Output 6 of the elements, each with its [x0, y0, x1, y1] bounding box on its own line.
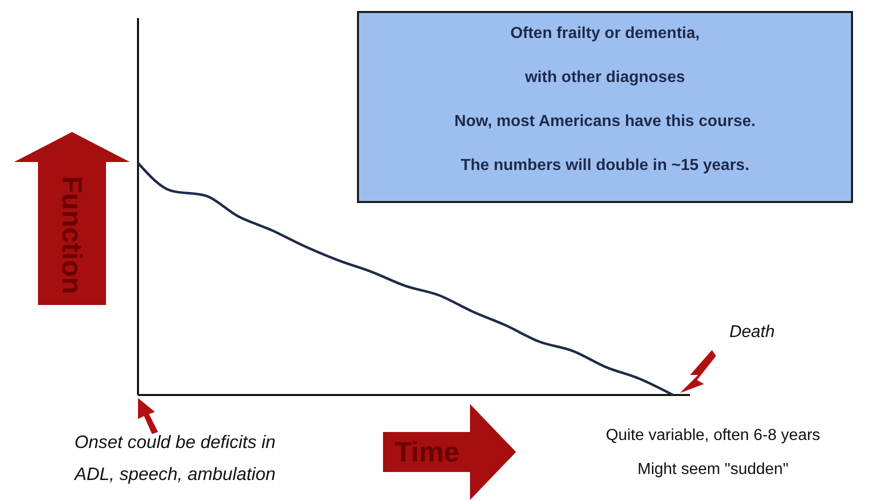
text: Death: [729, 322, 775, 341]
text: Onset could be deficits in ADL, speech, ambulation: [73, 432, 276, 484]
x-axis-title: Time: [394, 436, 460, 468]
text: Often frailty or dementia, with other diagnoses Now, most Americans have this course. The numbers will double in ~15 years.: [454, 25, 756, 174]
text: Quite variable, often 6-8 years Might seem "sudden": [606, 427, 820, 478]
y-axis-title: Function: [56, 176, 88, 294]
